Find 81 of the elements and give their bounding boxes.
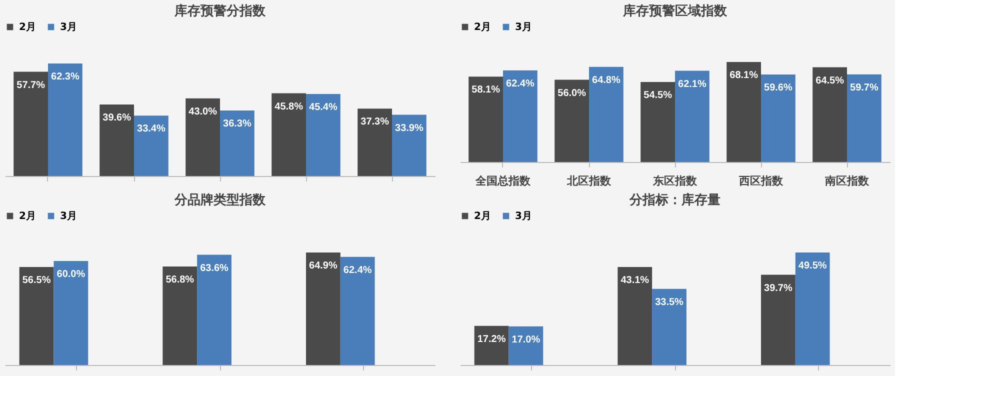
data-label: 63.6% xyxy=(200,262,229,274)
data-label: 17.0% xyxy=(512,334,540,346)
bar xyxy=(761,274,796,365)
data-label: 54.5% xyxy=(644,90,672,101)
data-label: 59.7% xyxy=(850,82,878,94)
legend-label: 3月 xyxy=(60,211,77,222)
x-tick-label: 北区指数 xyxy=(566,174,612,188)
legend-label: 3月 xyxy=(515,22,532,33)
data-label: 36.3% xyxy=(223,118,252,130)
bar xyxy=(640,82,675,162)
x-tick-label: 全国总指数 xyxy=(474,174,532,188)
data-label: 37.3% xyxy=(360,116,390,128)
bar xyxy=(358,108,392,176)
bar xyxy=(392,114,426,176)
legend-label: 2月 xyxy=(19,211,36,222)
bar xyxy=(14,72,48,176)
bar xyxy=(474,326,509,365)
bar xyxy=(675,70,710,162)
data-label: 39.7% xyxy=(764,282,792,294)
bar xyxy=(726,62,761,162)
data-label: 62.3% xyxy=(51,72,80,82)
bar xyxy=(340,256,375,365)
bar xyxy=(162,266,198,365)
bar xyxy=(847,74,882,162)
data-label: 56.0% xyxy=(558,88,586,99)
data-label: 39.6% xyxy=(102,112,132,124)
legend-label: 3月 xyxy=(515,211,532,222)
bar xyxy=(306,94,340,176)
bar xyxy=(589,66,624,162)
data-label: 49.5% xyxy=(798,260,827,272)
bar xyxy=(134,116,168,176)
legend-label: 2月 xyxy=(19,22,36,33)
bar xyxy=(795,252,830,365)
bar xyxy=(761,74,796,162)
data-label: 68.1% xyxy=(730,70,758,81)
data-label: 45.4% xyxy=(309,102,338,114)
chart-title: 分品牌类型指数 xyxy=(174,192,266,208)
data-label: 43.0% xyxy=(188,106,218,118)
data-label: 33.4% xyxy=(137,124,166,135)
bar xyxy=(618,267,652,365)
x-tick-label: 西区指数 xyxy=(738,174,784,188)
data-label: 59.6% xyxy=(764,82,792,94)
chart-title: 分指标：库存量 xyxy=(628,192,720,208)
bar xyxy=(554,80,589,162)
bar xyxy=(652,288,686,365)
data-label: 64.5% xyxy=(816,75,844,86)
bar xyxy=(812,67,847,162)
data-label: 64.9% xyxy=(309,260,338,272)
data-label: 62.1% xyxy=(678,78,706,90)
bar xyxy=(306,252,340,365)
data-label: 60.0% xyxy=(56,268,86,280)
data-label: 45.8% xyxy=(274,101,304,112)
data-label: 64.8% xyxy=(592,74,620,86)
bar xyxy=(100,104,134,176)
bar xyxy=(503,70,538,162)
data-label: 57.7% xyxy=(16,80,46,91)
data-label: 56.8% xyxy=(166,274,194,286)
legend-label: 2月 xyxy=(474,211,491,222)
chart-title: 库存预警区域指数 xyxy=(622,3,728,19)
chart-title: 库存预警分指数 xyxy=(174,3,266,19)
data-label: 33.9% xyxy=(395,122,424,134)
data-label: 33.5% xyxy=(655,296,684,308)
data-label: 17.2% xyxy=(477,334,506,345)
x-tick-label: 南区指数 xyxy=(824,174,870,188)
legend-label: 3月 xyxy=(60,22,77,33)
bar xyxy=(54,260,88,365)
data-label: 62.4% xyxy=(343,264,372,276)
bar xyxy=(468,76,503,162)
legend-label: 2月 xyxy=(474,22,491,33)
bar xyxy=(48,64,82,176)
data-label: 58.1% xyxy=(472,84,500,96)
bar xyxy=(220,110,254,176)
bar xyxy=(197,254,232,365)
data-label: 56.5% xyxy=(22,275,51,286)
bar xyxy=(186,98,220,176)
x-tick-label: 东区指数 xyxy=(652,174,698,188)
data-label: 62.4% xyxy=(506,78,534,90)
bar xyxy=(19,267,54,365)
bar xyxy=(272,93,306,176)
bar xyxy=(508,326,544,365)
data-label: 43.1% xyxy=(620,275,650,286)
